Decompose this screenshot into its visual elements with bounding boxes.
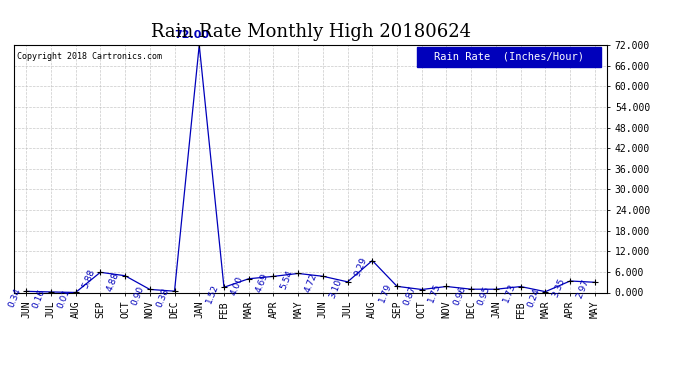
Text: 0.34: 0.34 xyxy=(7,287,23,309)
Text: 9.29: 9.29 xyxy=(353,256,368,278)
Text: 4.88: 4.88 xyxy=(106,272,121,293)
Text: 0.16: 0.16 xyxy=(31,288,47,310)
Text: Rain Rate  (Inches/Hour): Rain Rate (Inches/Hour) xyxy=(434,52,584,62)
Text: 1.52: 1.52 xyxy=(204,283,220,305)
Text: 2.97: 2.97 xyxy=(575,278,591,300)
Text: 4.69: 4.69 xyxy=(254,272,270,294)
Text: 4.72: 4.72 xyxy=(304,272,319,294)
Text: 1.75: 1.75 xyxy=(427,282,443,304)
Text: 1.73: 1.73 xyxy=(501,282,517,304)
Text: 0.38: 0.38 xyxy=(155,287,171,309)
Text: 3.35: 3.35 xyxy=(551,277,566,298)
Text: 3.10: 3.10 xyxy=(328,278,344,300)
Text: Copyright 2018 Cartronics.com: Copyright 2018 Cartronics.com xyxy=(17,53,161,62)
Text: 0.95: 0.95 xyxy=(476,285,492,307)
Text: 5.54: 5.54 xyxy=(279,269,295,291)
FancyBboxPatch shape xyxy=(417,48,601,67)
Text: 0.01: 0.01 xyxy=(56,288,72,310)
Text: 4.00: 4.00 xyxy=(229,274,245,296)
Text: 72.00: 72.00 xyxy=(175,30,209,40)
Text: 1.79: 1.79 xyxy=(377,282,393,304)
Text: 0.24: 0.24 xyxy=(526,287,542,309)
Text: 0.90: 0.90 xyxy=(130,285,146,307)
Text: 0.87: 0.87 xyxy=(402,285,418,307)
Title: Rain Rate Monthly High 20180624: Rain Rate Monthly High 20180624 xyxy=(150,22,471,40)
Text: 5.88: 5.88 xyxy=(81,268,97,290)
Text: 0.96: 0.96 xyxy=(452,285,468,307)
